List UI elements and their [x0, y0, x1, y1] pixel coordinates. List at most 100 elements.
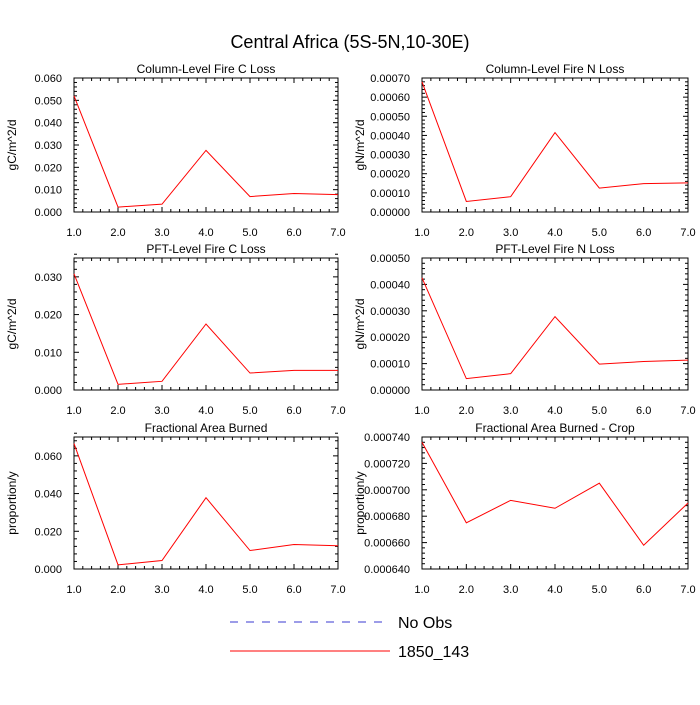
x-tick-label: 7.0	[330, 227, 345, 239]
x-tick-label: 2.0	[459, 584, 474, 596]
x-tick-label: 1.0	[66, 405, 81, 417]
y-tick-label: 0.030	[34, 272, 62, 284]
panel-title: Fractional Area Burned - Crop	[475, 421, 635, 435]
x-tick-label: 6.0	[286, 405, 301, 417]
y-axis-label: gN/m^2/d	[353, 120, 367, 171]
panel-title: Fractional Area Burned	[145, 421, 268, 435]
y-tick-label: 0.000640	[364, 564, 410, 576]
x-tick-label: 7.0	[330, 584, 345, 596]
panel-title: PFT-Level Fire N Loss	[495, 242, 614, 256]
y-axis-label: proportion/y	[353, 471, 367, 534]
y-tick-label: 0.010	[34, 347, 62, 359]
x-tick-label: 4.0	[198, 405, 213, 417]
y-tick-label: 0.00000	[370, 385, 410, 397]
y-tick-label: 0.000680	[364, 511, 410, 523]
y-tick-label: 0.00050	[370, 111, 410, 123]
legend-label-no-obs: No Obs	[398, 615, 452, 632]
y-tick-label: 0.00020	[370, 332, 410, 344]
y-tick-label: 0.040	[34, 118, 62, 130]
figure-title: Central Africa (5S-5N,10-30E)	[230, 32, 469, 52]
series-line-1850-143	[74, 444, 338, 565]
plot-frame	[74, 437, 338, 569]
y-tick-label: 0.00030	[370, 150, 410, 162]
x-tick-label: 5.0	[242, 405, 257, 417]
plot-frame	[422, 258, 688, 390]
y-tick-label: 0.040	[34, 489, 62, 501]
x-tick-label: 6.0	[286, 584, 301, 596]
y-tick-label: 0.00060	[370, 92, 410, 104]
y-tick-label: 0.060	[34, 73, 62, 85]
x-tick-label: 3.0	[154, 584, 169, 596]
x-tick-label: 1.0	[414, 584, 429, 596]
y-tick-label: 0.00040	[370, 279, 410, 291]
x-tick-label: 7.0	[680, 584, 695, 596]
x-tick-label: 1.0	[414, 405, 429, 417]
panel-5: Fractional Area Burned proportion/y 1.0 2.0…	[5, 421, 346, 596]
y-tick-label: 0.010	[34, 185, 62, 197]
plot-frame	[422, 78, 688, 212]
x-tick-label: 4.0	[198, 584, 213, 596]
x-tick-label: 6.0	[636, 584, 651, 596]
x-tick-label: 5.0	[592, 584, 607, 596]
series-line-1850-143	[422, 82, 688, 202]
x-tick-label: 2.0	[110, 405, 125, 417]
y-tick-label: 0.000740	[364, 432, 410, 444]
y-tick-label: 0.00000	[370, 207, 410, 219]
legend: No Obs 1850_143	[230, 615, 469, 661]
y-tick-label: 0.00010	[370, 188, 410, 200]
x-tick-label: 4.0	[198, 227, 213, 239]
y-tick-label: 0.020	[34, 162, 62, 174]
y-tick-label: 0.060	[34, 451, 62, 463]
series-line-1850-143	[422, 278, 688, 379]
x-tick-label: 1.0	[66, 584, 81, 596]
y-tick-label: 0.000	[34, 564, 62, 576]
x-tick-label: 1.0	[66, 227, 81, 239]
x-tick-label: 5.0	[592, 405, 607, 417]
y-axis-label: proportion/y	[5, 471, 19, 534]
x-tick-label: 2.0	[459, 405, 474, 417]
x-tick-label: 3.0	[503, 584, 518, 596]
y-tick-label: 0.000720	[364, 458, 410, 470]
y-tick-label: 0.030	[34, 140, 62, 152]
series-line-1850-143	[74, 96, 338, 207]
panel-title: PFT-Level Fire C Loss	[146, 242, 265, 256]
y-tick-label: 0.000700	[364, 485, 410, 497]
y-tick-label: 0.000	[34, 207, 62, 219]
y-axis-label: gC/m^2/d	[5, 299, 19, 350]
y-axis-label: gC/m^2/d	[5, 120, 19, 171]
y-tick-label: 0.020	[34, 526, 62, 538]
x-tick-label: 4.0	[547, 227, 562, 239]
x-tick-label: 5.0	[242, 584, 257, 596]
x-tick-label: 7.0	[680, 227, 695, 239]
x-tick-label: 6.0	[286, 227, 301, 239]
series-line-1850-143	[422, 442, 688, 545]
x-tick-label: 2.0	[459, 227, 474, 239]
plot-frame	[74, 78, 338, 212]
y-tick-label: 0.00040	[370, 130, 410, 142]
y-tick-label: 0.00050	[370, 253, 410, 265]
y-tick-label: 0.020	[34, 310, 62, 322]
legend-label-1850-143: 1850_143	[398, 644, 469, 661]
x-tick-label: 7.0	[680, 405, 695, 417]
x-tick-label: 4.0	[547, 584, 562, 596]
plot-frame	[422, 437, 688, 569]
y-axis-label: gN/m^2/d	[353, 299, 367, 350]
x-tick-label: 6.0	[636, 405, 651, 417]
x-tick-label: 3.0	[154, 227, 169, 239]
x-tick-label: 3.0	[154, 405, 169, 417]
x-tick-label: 3.0	[503, 227, 518, 239]
x-tick-label: 5.0	[242, 227, 257, 239]
x-tick-label: 3.0	[503, 405, 518, 417]
x-tick-label: 2.0	[110, 227, 125, 239]
x-tick-label: 2.0	[110, 584, 125, 596]
panel-3: PFT-Level Fire C Loss gC/m^2/d 1.0 2.0 3.0 4.…	[5, 242, 346, 417]
y-tick-label: 0.00070	[370, 73, 410, 85]
panel-title: Column-Level Fire N Loss	[486, 62, 625, 76]
panel-6: Fractional Area Burned - Crop proportion/…	[353, 421, 696, 596]
y-tick-label: 0.000660	[364, 538, 410, 550]
